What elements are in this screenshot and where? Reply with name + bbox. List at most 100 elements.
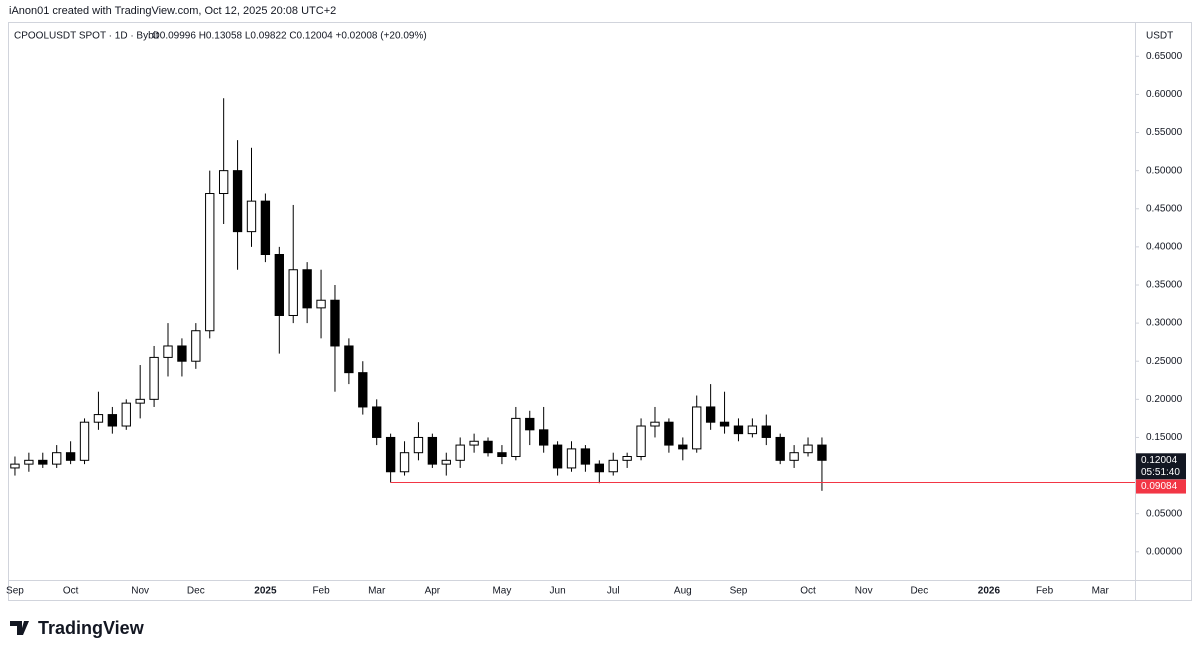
candle-body (636, 425, 646, 458)
x-tick-label: Oct (800, 586, 816, 597)
x-tick-label: Aug (674, 586, 692, 597)
x-tick-label: Apr (425, 586, 441, 597)
candle-body (511, 417, 521, 458)
chart-title: CPOOLUSDT SPOT · 1D · Bybit (14, 31, 159, 42)
candle-body (803, 444, 813, 454)
brand: TradingView (38, 618, 145, 638)
x-tick-label: Jun (550, 586, 566, 597)
candle-body (344, 345, 354, 374)
candle-body (761, 425, 771, 438)
candle-body (79, 421, 90, 461)
candle-body (121, 402, 131, 427)
candle-body (455, 444, 465, 461)
x-tick-label: Jul (607, 586, 620, 597)
candle-body (65, 452, 76, 461)
x-tick-label: Dec (187, 586, 205, 597)
candle-body (177, 345, 187, 362)
candle-body (135, 398, 145, 404)
y-tick-label: 0.05000 (1146, 508, 1183, 519)
y-tick-label: 0.50000 (1146, 165, 1183, 176)
candle-body (483, 440, 493, 454)
x-tick-label: Feb (312, 586, 330, 597)
candle-body (789, 452, 799, 461)
candle-body (719, 421, 730, 427)
candle-body (149, 356, 159, 400)
candle-body (747, 425, 758, 435)
candle-body (38, 459, 48, 465)
candle-body (594, 463, 605, 473)
candle-body (552, 444, 563, 469)
candle-body (205, 193, 215, 332)
countdown: 05:51:40 (1141, 467, 1180, 478)
y-tick-label: 0.00000 (1146, 546, 1183, 557)
y-tick-label: 0.45000 (1146, 203, 1183, 214)
candle-body (705, 406, 716, 423)
candle-body (302, 269, 312, 309)
candle-body (191, 330, 201, 362)
x-tick-label: Dec (910, 586, 928, 597)
candle-body (733, 425, 744, 435)
candle-body (678, 444, 688, 450)
candle-body (218, 170, 229, 195)
attribution: iAnon01 created with TradingView.com, Oc… (9, 5, 336, 17)
candle-body (330, 299, 340, 347)
x-tick-label: Nov (131, 586, 149, 597)
candle-body (664, 421, 674, 446)
candle-body (817, 444, 827, 461)
candle-body (538, 429, 549, 446)
candle-body (650, 421, 660, 427)
chart-frame (8, 22, 1192, 601)
y-tick-label: 0.30000 (1146, 318, 1183, 329)
candle-body (163, 345, 173, 358)
y-tick-label: 0.55000 (1146, 127, 1183, 138)
candle-body (525, 417, 535, 431)
last-price-label: 0.12004 (1141, 455, 1178, 466)
x-tick-label: 2026 (978, 586, 1001, 597)
candle-body (608, 459, 618, 473)
candle-body (385, 436, 396, 473)
candle-body (288, 269, 298, 316)
support-price-tag (1136, 479, 1186, 494)
candle-body (260, 200, 271, 255)
candle-body (93, 414, 104, 423)
candle-body (427, 436, 438, 465)
candle-body (274, 254, 284, 316)
last-price-tag (1136, 453, 1186, 480)
candle-body (622, 456, 632, 461)
y-tick-label: 0.35000 (1146, 280, 1183, 291)
x-tick-label: Feb (1036, 586, 1054, 597)
y-tick-label: 0.65000 (1146, 51, 1183, 62)
x-tick-label: Mar (368, 586, 386, 597)
candle-body (232, 170, 243, 233)
candle-body (413, 436, 424, 454)
y-tick-label: 0.15000 (1146, 432, 1183, 443)
x-tick-label: Oct (63, 586, 79, 597)
candle-body (10, 463, 20, 469)
candle-body (441, 459, 451, 465)
candle-body (246, 200, 257, 233)
candle-body (107, 414, 118, 427)
y-tick-label: 0.40000 (1146, 242, 1183, 253)
logo-icon (10, 621, 29, 635)
candle-body (775, 436, 785, 461)
candle-body (52, 452, 62, 465)
candle-body (358, 372, 368, 408)
x-tick-label: Sep (730, 586, 748, 597)
candle-body (372, 406, 382, 438)
candle-body (24, 459, 34, 465)
logo: TradingView (10, 618, 145, 638)
x-tick-label: Nov (855, 586, 873, 597)
x-tick-label: 2025 (254, 586, 277, 597)
candle-body (399, 452, 410, 473)
y-tick-label: 0.25000 (1146, 356, 1183, 367)
candle-body (580, 448, 591, 465)
y-tick-label: 0.60000 (1146, 89, 1183, 100)
ohlc-info: O0.09996 H0.13058 L0.09822 C0.12004 +0.0… (152, 31, 427, 42)
x-tick-label: May (492, 586, 511, 597)
candle-body (566, 448, 577, 469)
candle-body (497, 452, 507, 458)
y-tick-label: 0.20000 (1146, 394, 1183, 405)
